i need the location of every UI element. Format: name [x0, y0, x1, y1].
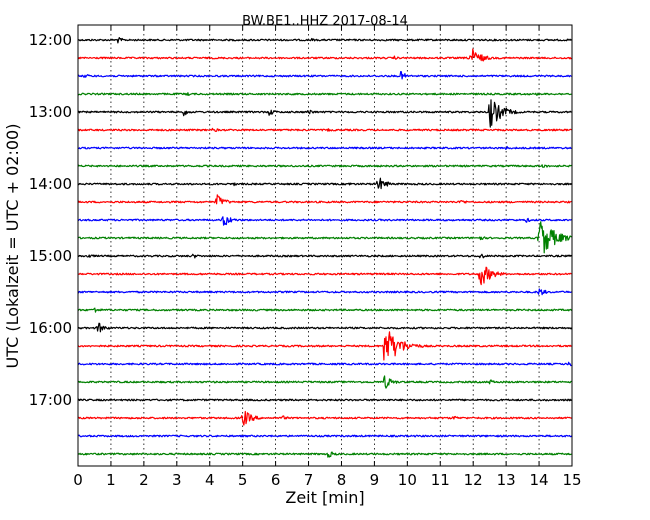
trace-group — [77, 36, 573, 458]
x-tick-label: 14 — [530, 471, 549, 489]
trace-line — [77, 194, 572, 205]
x-tick-label: 11 — [431, 471, 450, 489]
y-tick-label: 13:00 — [29, 103, 72, 121]
trace-line — [77, 145, 572, 150]
trace-line — [77, 253, 572, 259]
trace-line — [77, 221, 572, 254]
x-tick-label: 15 — [562, 471, 581, 489]
y-tick-label: 15:00 — [29, 247, 72, 265]
trace-line — [77, 331, 572, 361]
x-tick-label: 5 — [238, 471, 248, 489]
trace-line — [77, 70, 572, 80]
trace-line — [77, 410, 572, 426]
trace-line — [77, 266, 572, 286]
y-tick-label: 14:00 — [29, 175, 72, 193]
x-tick-label: 9 — [370, 471, 380, 489]
trace-line — [77, 164, 572, 168]
trace-line — [77, 322, 572, 333]
trace-line — [77, 307, 573, 313]
x-tick-label: 1 — [106, 471, 116, 489]
x-axis-ticks: 0 1 2 3 4 5 6 7 8 9 10 11 12 13 14 15 — [73, 25, 582, 489]
trace-line — [77, 375, 572, 389]
x-tick-label: 6 — [271, 471, 281, 489]
x-tick-label: 12 — [464, 471, 483, 489]
y-tick-label: 17:00 — [29, 391, 72, 409]
vertical-grid — [110, 25, 540, 466]
trace-line — [77, 451, 572, 458]
x-tick-label: 3 — [172, 471, 182, 489]
trace-line — [77, 48, 572, 62]
y-tick-label: 16:00 — [29, 319, 72, 337]
trace-line — [77, 99, 572, 128]
x-tick-label: 8 — [337, 471, 347, 489]
trace-line — [77, 361, 572, 367]
x-tick-label: 10 — [398, 471, 417, 489]
trace-line — [77, 434, 572, 438]
trace-line — [77, 288, 572, 296]
x-tick-label: 0 — [73, 471, 83, 489]
x-tick-label: 2 — [139, 471, 149, 489]
trace-line — [77, 36, 572, 44]
y-axis-ticks: 12:00 13:00 14:00 15:00 16:00 17:00 — [29, 31, 572, 409]
trace-line — [77, 216, 572, 226]
y-axis-label: UTC (Lokalzeit = UTC + 02:00) — [3, 124, 22, 369]
trace-line — [78, 177, 573, 190]
trace-line — [77, 398, 572, 402]
x-axis-label: Zeit [min] — [285, 488, 364, 507]
x-tick-label: 13 — [497, 471, 516, 489]
trace-line — [77, 127, 572, 132]
chart-title: BW.BE1..HHZ 2017-08-14 — [242, 14, 408, 29]
x-tick-label: 7 — [304, 471, 314, 489]
trace-line — [77, 92, 572, 96]
plot-frame — [77, 24, 573, 467]
x-tick-label: 4 — [205, 471, 215, 489]
y-tick-label: 12:00 — [29, 31, 72, 49]
